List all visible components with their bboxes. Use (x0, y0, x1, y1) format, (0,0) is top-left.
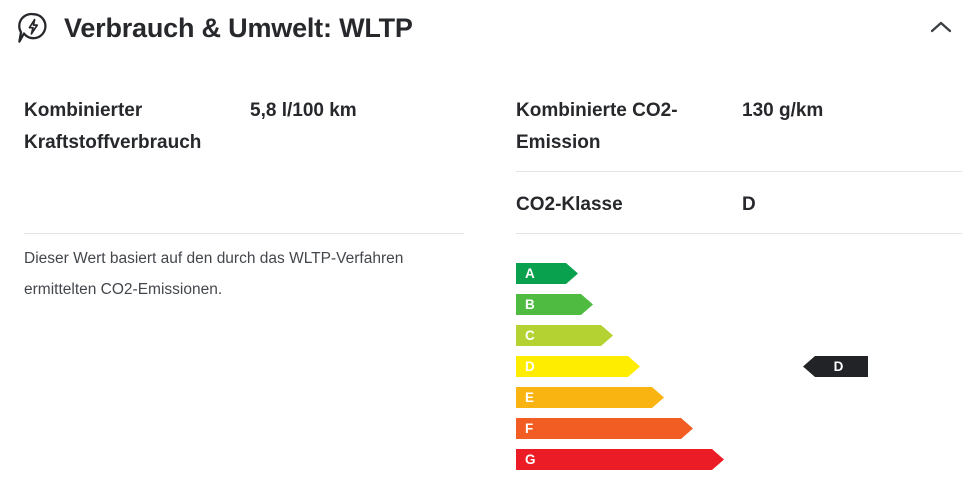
co2-class-arrow-F: F (516, 418, 693, 439)
collapse-section-button[interactable] (922, 12, 960, 44)
divider (516, 171, 962, 172)
co2-class-arrow-D: D (516, 356, 640, 377)
spec-label: Kombinierter Kraftstoffverbrauch (24, 100, 202, 153)
co2-class-arrow-C: C (516, 325, 613, 346)
chevron-up-icon (930, 21, 952, 36)
spec-label: Kombinierte CO2-Emission (516, 100, 678, 153)
co2-class-arrow-G: G (516, 449, 724, 470)
spec-row-co2-emission: Kombinierte CO2-Emission 130 g/km (516, 95, 962, 159)
spec-row-co2-class: CO2-Klasse D (516, 189, 962, 221)
eco-energy-leaf-bolt-icon (16, 11, 48, 45)
co2-class-marker: D (803, 356, 868, 377)
spec-label: CO2-Klasse (516, 194, 623, 215)
divider (24, 233, 464, 234)
spec-value: 130 g/km (742, 100, 824, 121)
section-title: Verbrauch & Umwelt: WLTP (64, 13, 413, 43)
wltp-disclaimer-text: Dieser Wert basiert auf den durch das WL… (24, 250, 404, 298)
spec-value: 5,8 l/100 km (250, 100, 357, 121)
co2-class-arrow-B: B (516, 294, 593, 315)
spec-value: D (742, 194, 756, 215)
co2-class-arrow-E: E (516, 387, 664, 408)
co2-class-arrow-A: A (516, 263, 578, 284)
spec-row-fuel-consumption: Kombinierter Kraftstoffverbrauch 5,8 l/1… (24, 95, 470, 159)
divider (516, 233, 962, 234)
